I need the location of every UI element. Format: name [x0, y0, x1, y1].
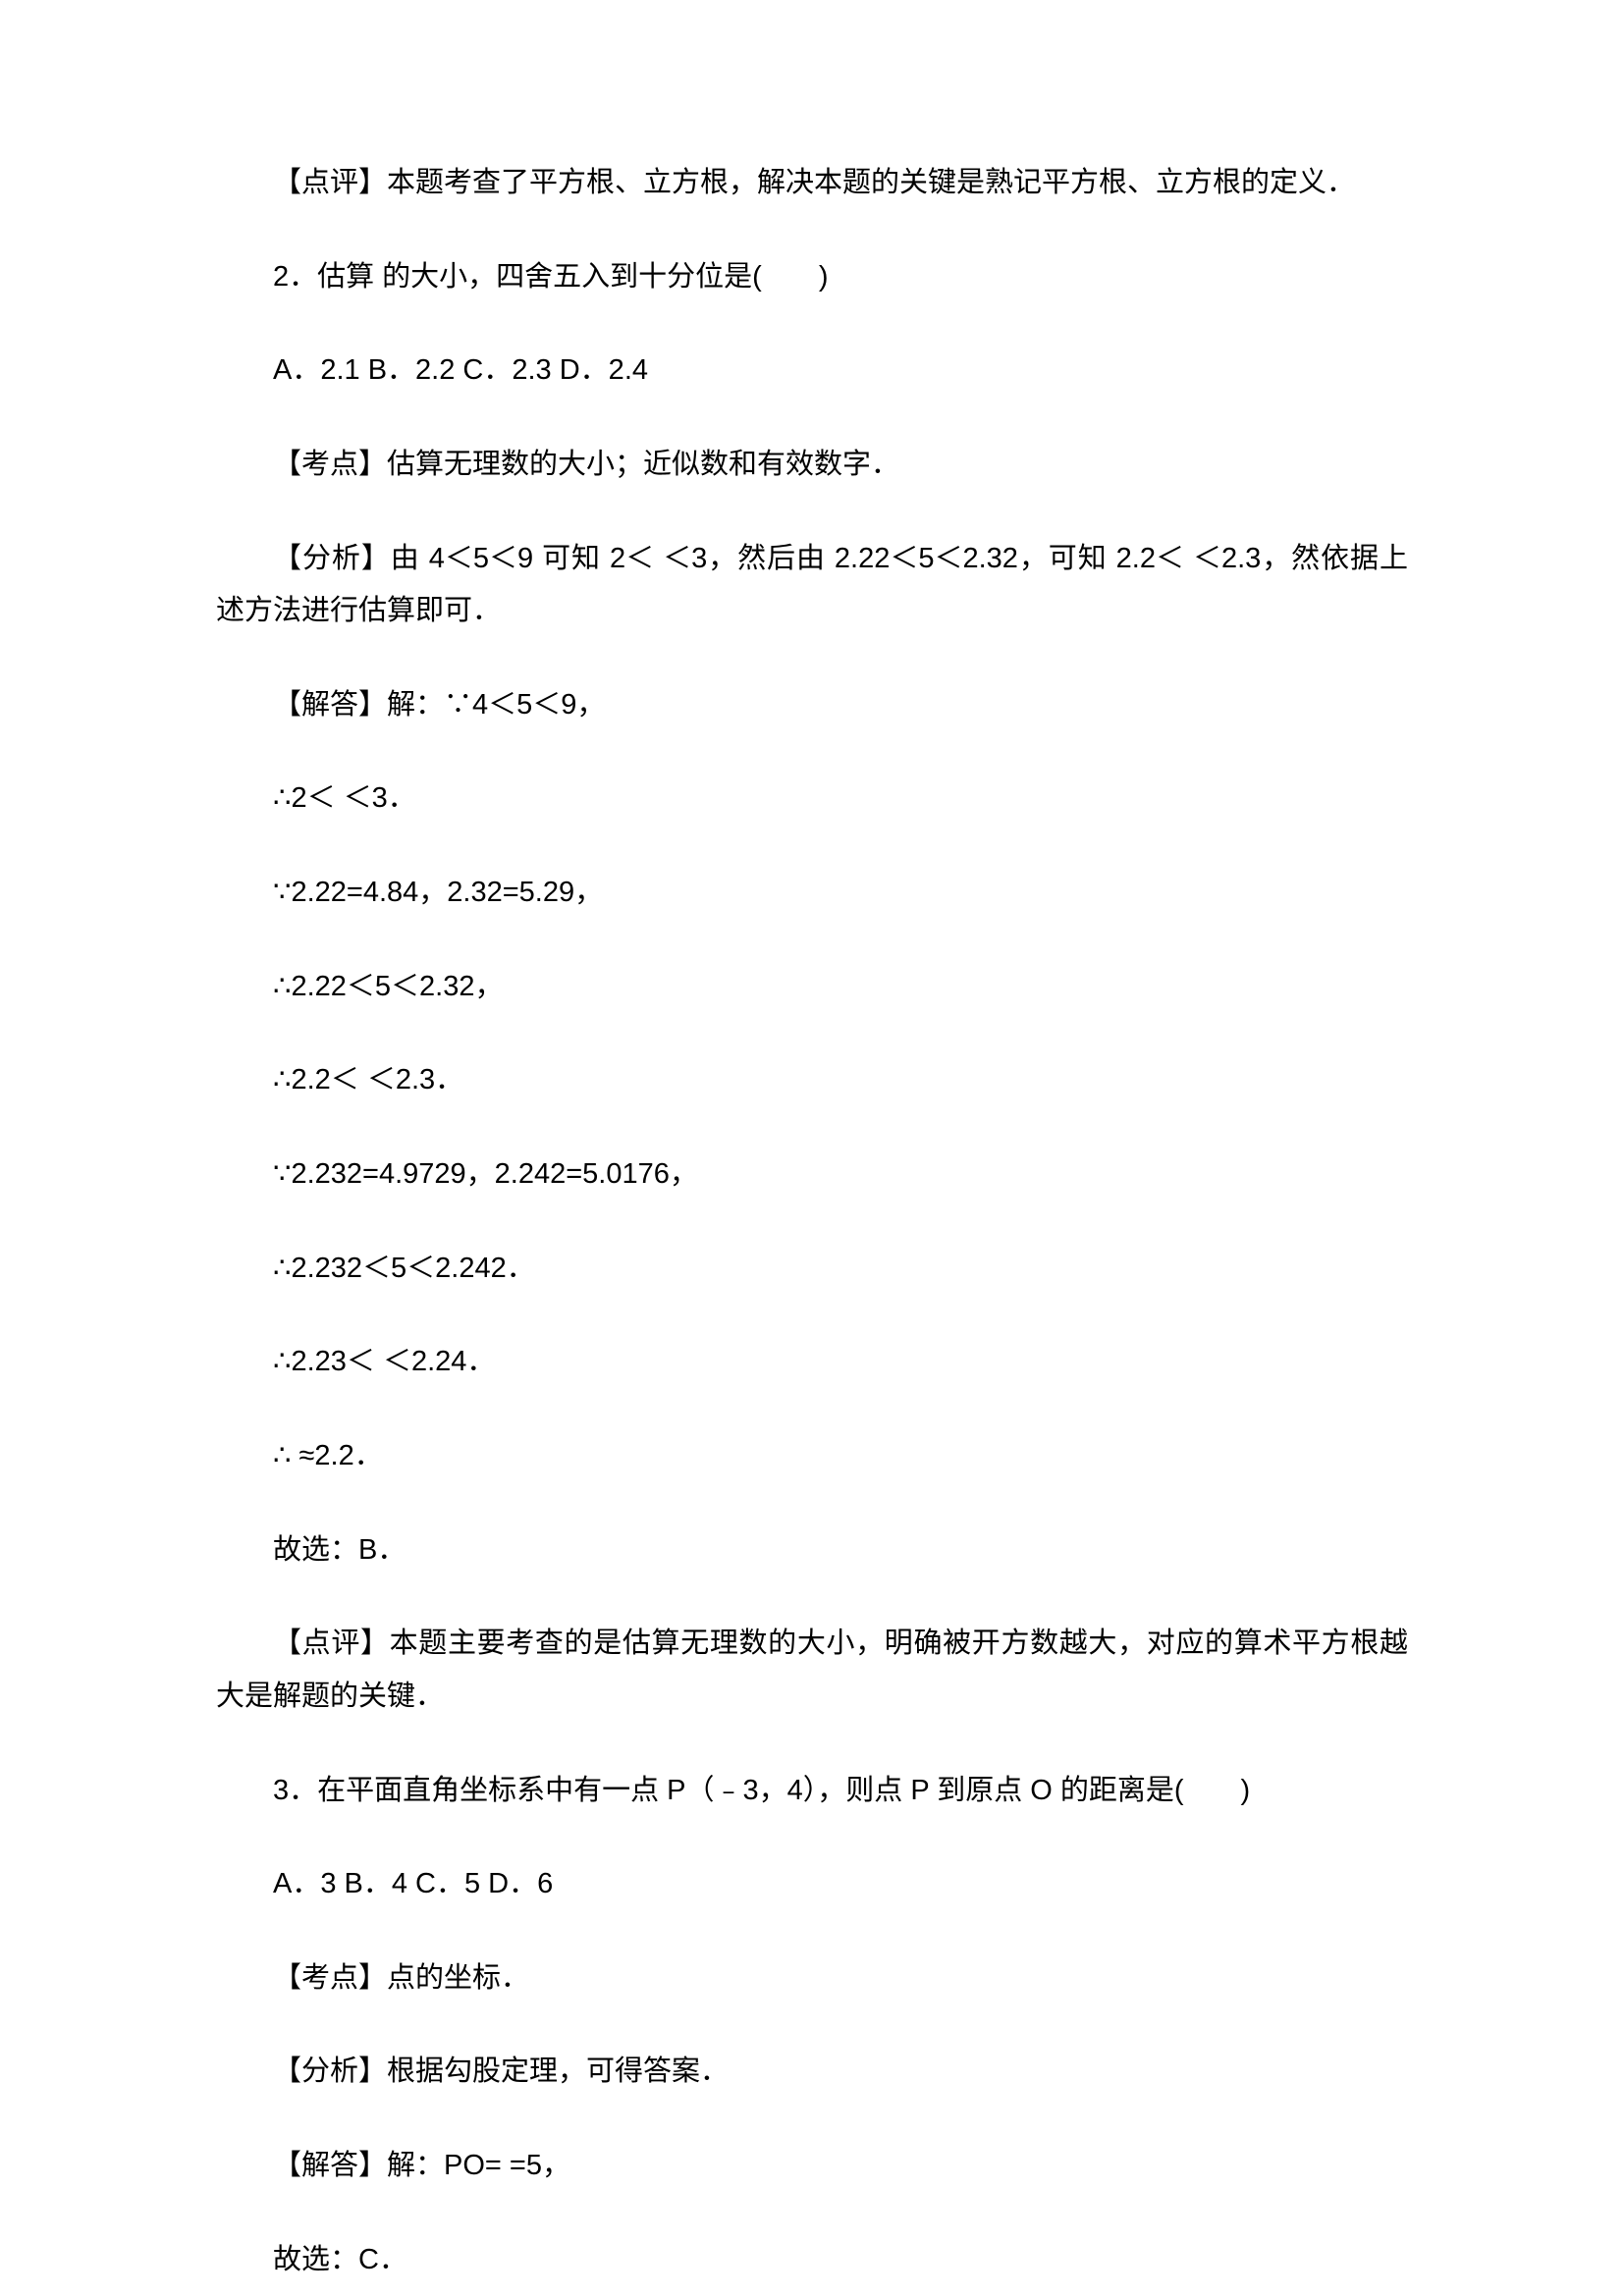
question-2-solution-line: ∵2.22=4.84，2.32=5.29，	[216, 867, 1408, 920]
question-2-solution-line: ∴2.2＜ ＜2.3．	[216, 1054, 1408, 1107]
text: ∴ ≈2.2．	[273, 1440, 383, 1471]
text: 【解答】解：∵4＜5＜9，	[273, 689, 605, 721]
question-2-solution-line: ∴2.23＜ ＜2.24．	[216, 1336, 1408, 1389]
question-2-solution-line: ∴2.22＜5＜2.32，	[216, 961, 1408, 1014]
question-2-solution-line: ∴2＜ ＜3．	[216, 773, 1408, 826]
question-3-answer: 故选：C．	[216, 2234, 1408, 2287]
text: 故选：C．	[273, 2244, 407, 2275]
comment-paragraph: 【点评】本题考查了平方根、立方根，解决本题的关键是熟记平方根、立方根的定义．	[216, 157, 1408, 210]
question-3-topic: 【考点】点的坐标．	[216, 1952, 1408, 2005]
question-2-solution-line: ∴ ≈2.2．	[216, 1430, 1408, 1483]
question-2-analysis: 【分析】由 4＜5＜9 可知 2＜ ＜3，然后由 2.22＜5＜2.32，可知 …	[216, 533, 1408, 638]
question-2-solution-line: ∵2.232=4.9729，2.242=5.0176，	[216, 1148, 1408, 1201]
text: 3．在平面直角坐标系中有一点 P（﹣3，4），则点 P 到原点 O 的距离是( …	[273, 1775, 1250, 1806]
question-2-topic: 【考点】估算无理数的大小；近似数和有效数字．	[216, 439, 1408, 492]
question-2-options: A．2.1 B．2.2 C．2.3 D．2.4	[216, 345, 1408, 398]
text: 【分析】根据勾股定理，可得答案．	[273, 2056, 729, 2087]
question-2-answer: 故选：B．	[216, 1524, 1408, 1577]
text: ∴2＜ ＜3．	[273, 782, 416, 814]
text: A．3 B．4 C．5 D．6	[273, 1868, 553, 1899]
text: ∴2.2＜ ＜2.3．	[273, 1064, 463, 1095]
text: 【解答】解：PO= =5，	[273, 2150, 570, 2181]
question-2-stem: 2．估算 的大小，四舍五入到十分位是( )	[216, 251, 1408, 304]
question-3-solution: 【解答】解：PO= =5，	[216, 2140, 1408, 2193]
question-3-stem: 3．在平面直角坐标系中有一点 P（﹣3，4），则点 P 到原点 O 的距离是( …	[216, 1765, 1408, 1818]
text: 【考点】估算无理数的大小；近似数和有效数字．	[273, 449, 899, 480]
text: A．2.1 B．2.2 C．2.3 D．2.4	[273, 354, 648, 386]
question-3-options: A．3 B．4 C．5 D．6	[216, 1858, 1408, 1911]
text: ∵2.232=4.9729，2.242=5.0176，	[273, 1158, 698, 1190]
text: ∴2.232＜5＜2.242．	[273, 1253, 535, 1284]
text: ∴2.23＜ ＜2.24．	[273, 1346, 495, 1377]
text: 【分析】由 4＜5＜9 可知 2＜ ＜3，然后由 2.22＜5＜2.32，可知 …	[216, 543, 1408, 627]
text: 【点评】本题考查了平方根、立方根，解决本题的关键是熟记平方根、立方根的定义．	[273, 167, 1355, 198]
question-2-comment: 【点评】本题主要考查的是估算无理数的大小，明确被开方数越大，对应的算术平方根越大…	[216, 1618, 1408, 1723]
text: ∵2.22=4.84，2.32=5.29，	[273, 877, 603, 908]
question-2-solution-line: 【解答】解：∵4＜5＜9，	[216, 679, 1408, 732]
question-2-solution-line: ∴2.232＜5＜2.242．	[216, 1243, 1408, 1296]
text: 【考点】点的坐标．	[273, 1962, 529, 1994]
text: 2．估算 的大小，四舍五入到十分位是( )	[273, 261, 829, 293]
page: 【点评】本题考查了平方根、立方根，解决本题的关键是熟记平方根、立方根的定义． 2…	[0, 0, 1624, 2296]
text: 故选：B．	[273, 1534, 406, 1566]
text: 【点评】本题主要考查的是估算无理数的大小，明确被开方数越大，对应的算术平方根越大…	[216, 1628, 1408, 1712]
text: ∴2.22＜5＜2.32，	[273, 971, 503, 1002]
question-3-analysis: 【分析】根据勾股定理，可得答案．	[216, 2046, 1408, 2099]
